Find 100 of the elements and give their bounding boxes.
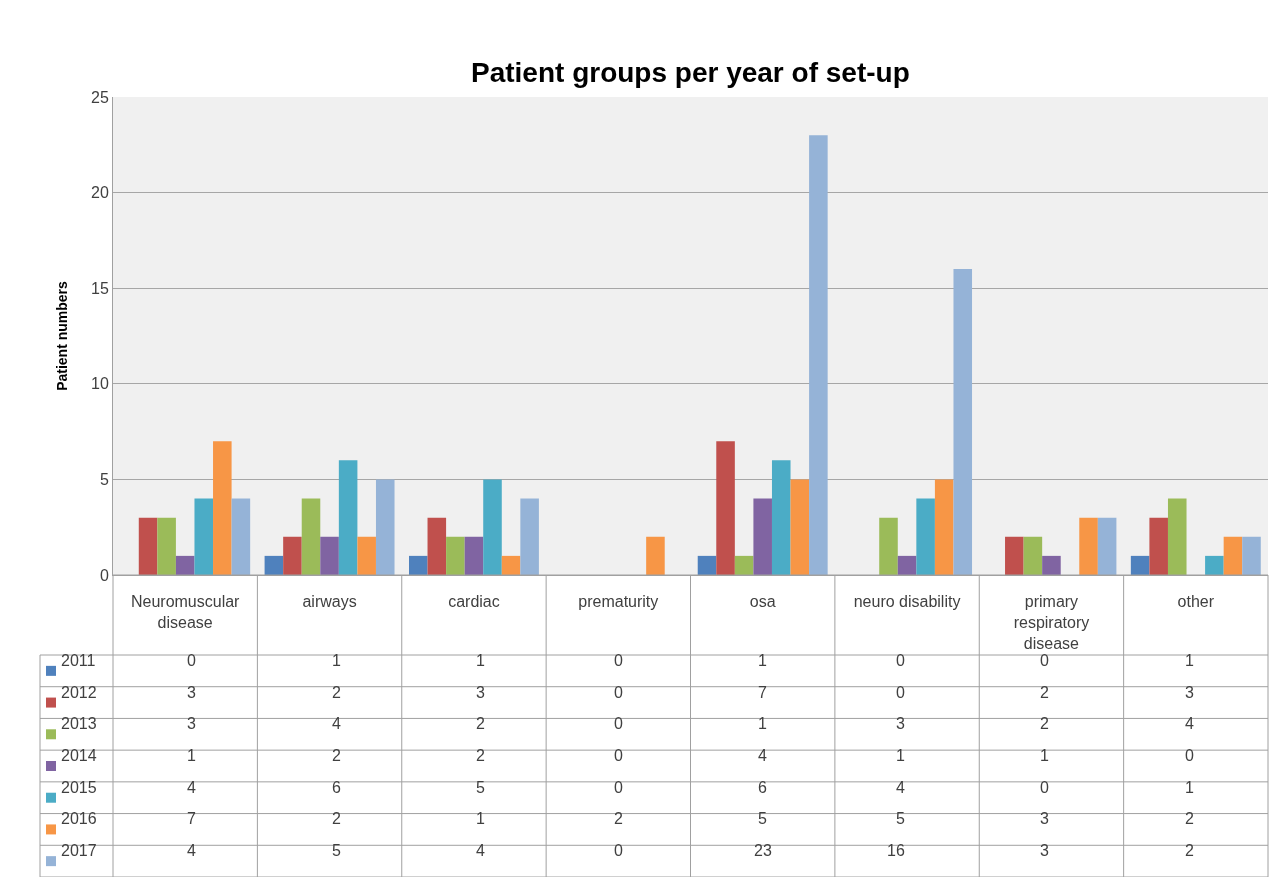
x-tick-label: other [1177, 593, 1215, 611]
x-tick-label: neuro disability [853, 593, 961, 611]
data-label: 7 [187, 810, 196, 827]
bar [1205, 555, 1224, 575]
bar [1042, 555, 1061, 575]
bar [138, 517, 158, 575]
bar [357, 536, 376, 575]
x-tick-label: airways [302, 593, 357, 611]
data-label: 3 [1040, 842, 1049, 859]
data-label: 3 [1185, 684, 1194, 701]
data-label: 5 [758, 810, 767, 827]
bar [464, 536, 484, 575]
data-label: 1 [1040, 747, 1049, 764]
bar [790, 479, 810, 575]
data-label: 1 [476, 652, 485, 669]
x-tick-label: prematurity [578, 593, 659, 611]
data-label: 3 [187, 684, 196, 701]
y-tick-label: 10 [91, 375, 109, 393]
data-label: 2 [332, 684, 341, 701]
data-label: 0 [614, 779, 623, 796]
x-tick-label: Neuromuscular disease [130, 593, 241, 631]
data-label: 4 [332, 715, 341, 732]
data-label: 0 [187, 652, 196, 669]
legend-label: 2015 [61, 779, 97, 796]
bar [753, 498, 772, 575]
data-label: 0 [614, 652, 623, 669]
data-label: 4 [1185, 715, 1194, 732]
legend-label: 2016 [61, 810, 97, 827]
data-label: 0 [614, 684, 623, 701]
data-label: 2 [476, 715, 485, 732]
data-label: 5 [896, 810, 905, 827]
bar [501, 555, 521, 575]
x-tick-label: cardiac [448, 593, 500, 611]
y-tick-label: 15 [91, 279, 109, 297]
bar [734, 555, 754, 575]
bar [175, 555, 195, 575]
data-label: 3 [1040, 810, 1049, 827]
bar [1079, 517, 1098, 575]
bar [1167, 498, 1187, 575]
bar [157, 517, 176, 575]
data-label: 1 [332, 652, 341, 669]
data-label: 0 [1040, 779, 1049, 796]
chart-title: Patient groups per year of set-up [471, 57, 910, 88]
bar [771, 460, 791, 575]
data-label: 0 [1185, 747, 1194, 764]
data-label: 4 [758, 747, 767, 764]
bar [916, 498, 935, 575]
bar [953, 269, 973, 575]
bar [408, 555, 428, 575]
data-label: 4 [476, 842, 485, 859]
x-tick-label: osa [749, 593, 776, 611]
bar [194, 498, 214, 575]
y-tick-label: 5 [99, 471, 109, 488]
data-label: 2 [1040, 684, 1049, 701]
legend-label: 2014 [61, 747, 97, 764]
bar [320, 536, 339, 575]
bar [1097, 517, 1117, 575]
data-label: 2 [1040, 715, 1049, 732]
data-label: 0 [896, 652, 905, 669]
data-label: 2 [1185, 842, 1194, 859]
bar [375, 479, 395, 575]
bar [897, 555, 917, 575]
data-label: 4 [187, 779, 196, 796]
data-label: 3 [896, 715, 905, 732]
y-tick-label: 0 [99, 566, 109, 584]
bar [1242, 536, 1261, 575]
y-axis-title: Patient numbers [53, 280, 70, 391]
bar [1130, 555, 1150, 575]
legend-label: 2012 [61, 684, 97, 701]
data-label: 16 [887, 842, 905, 859]
bar [213, 441, 232, 575]
data-label: 0 [614, 842, 623, 859]
data-label: 1 [187, 747, 196, 764]
data-label: 2 [476, 747, 485, 764]
bar [1223, 536, 1243, 575]
data-label: 23 [754, 842, 772, 859]
data-label: 1 [1185, 779, 1194, 796]
data-label: 7 [758, 684, 767, 701]
data-label: 2 [332, 810, 341, 827]
data-label: 0 [614, 715, 623, 732]
bar [338, 460, 358, 575]
bar [264, 555, 284, 575]
bar [231, 498, 251, 575]
data-label: 0 [896, 684, 905, 701]
data-label: 1 [758, 715, 767, 732]
bar [446, 536, 465, 575]
data-label: 1 [1185, 652, 1194, 669]
data-label: 1 [896, 747, 905, 764]
bar [879, 517, 898, 575]
data-label: 3 [476, 684, 485, 701]
bar [934, 479, 954, 575]
bar [697, 555, 717, 575]
data-label: 0 [614, 747, 623, 764]
bar [427, 517, 447, 575]
data-label: 2 [332, 747, 341, 764]
legend-label: 2011 [61, 652, 96, 669]
data-label: 5 [332, 842, 341, 859]
data-label: 5 [476, 779, 485, 796]
data-label: 4 [896, 779, 905, 796]
data-label: 3 [187, 715, 196, 732]
